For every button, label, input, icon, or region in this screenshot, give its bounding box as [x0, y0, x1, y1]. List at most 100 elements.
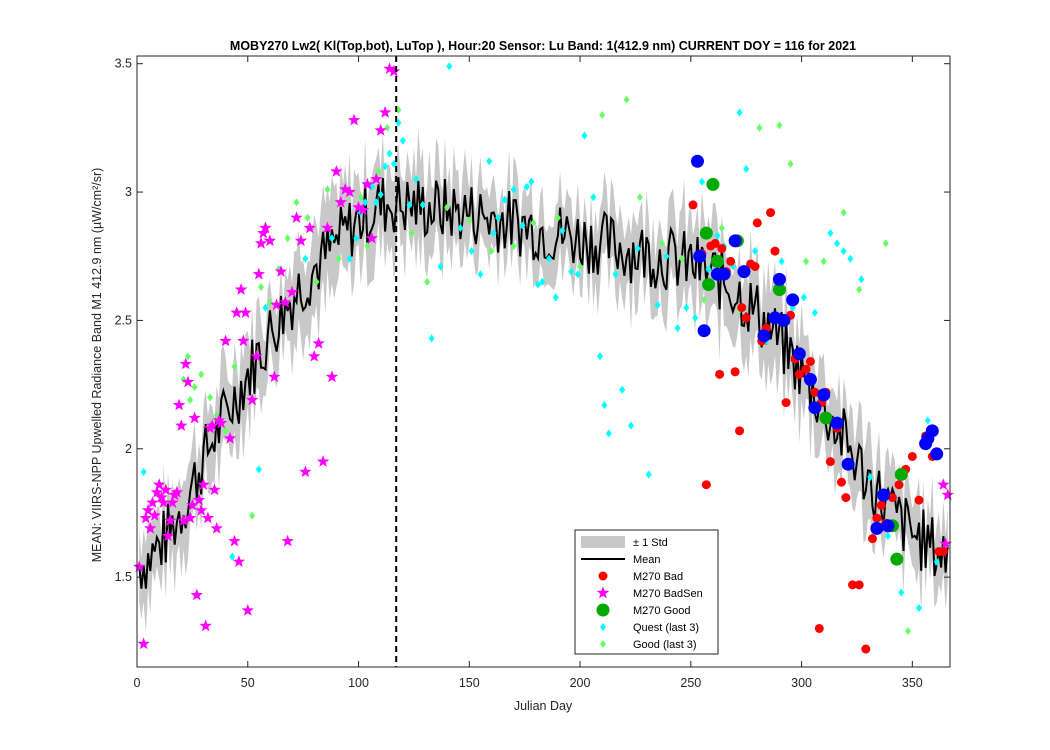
- data-point-circle-red: [825, 457, 835, 467]
- data-point-circle-red: [876, 500, 886, 510]
- data-point-diamond-cyan: [495, 213, 502, 222]
- data-point-star-magenta: [334, 195, 347, 208]
- data-point-star-magenta: [137, 637, 150, 650]
- data-point-diamond-green: [856, 285, 863, 294]
- data-point-star-magenta: [177, 514, 190, 526]
- series-star-magenta: [133, 62, 954, 650]
- legend-swatch-star-magenta: [596, 586, 610, 599]
- data-point-diamond-green: [364, 241, 371, 250]
- data-point-diamond-cyan: [605, 429, 612, 438]
- y-tick-label: 3.5: [115, 57, 132, 71]
- data-point-diamond-green: [184, 352, 191, 361]
- legend-label: Mean: [633, 554, 661, 566]
- legend-swatch-circle-green: [596, 603, 610, 617]
- data-point-star-magenta: [228, 534, 241, 547]
- data-point-star-magenta: [290, 211, 303, 223]
- data-point-diamond-cyan: [229, 552, 236, 561]
- data-point-star-magenta: [303, 221, 316, 234]
- data-point-circle-green: [772, 283, 786, 297]
- data-point-star-magenta: [241, 604, 254, 616]
- data-point-diamond-cyan: [568, 267, 575, 276]
- data-point-diamond-cyan: [373, 198, 380, 207]
- data-point-diamond-green: [530, 218, 537, 227]
- data-point-star-magenta: [370, 172, 383, 185]
- series-layer: [133, 62, 954, 654]
- legend-item: M270 Good: [596, 603, 690, 617]
- legend-items: ± 1 Std Mean M270 Bad M270 BadSen M270 Good Q…: [581, 536, 703, 651]
- data-point-diamond-green: [324, 185, 331, 194]
- data-point-diamond-green: [258, 283, 265, 292]
- data-point-circle-red: [801, 364, 811, 374]
- data-point-circle-blue: [717, 267, 731, 281]
- data-point-star-magenta: [378, 106, 392, 118]
- data-point-diamond-green: [357, 193, 364, 202]
- data-point-diamond-cyan: [362, 198, 369, 207]
- data-point-circle-blue: [792, 347, 806, 361]
- data-point-star-magenta: [270, 298, 283, 311]
- data-point-diamond-cyan: [884, 532, 891, 541]
- legend-item: M270 BadSen: [596, 586, 703, 600]
- data-point-diamond-cyan: [867, 473, 874, 482]
- data-point-star-magenta: [181, 375, 195, 388]
- data-point-diamond-green: [904, 627, 911, 636]
- data-point-star-magenta: [144, 521, 157, 534]
- data-point-diamond-cyan: [468, 247, 475, 256]
- data-point-star-magenta: [941, 488, 954, 501]
- data-point-diamond-cyan: [419, 200, 426, 209]
- legend: ± 1 Std Mean M270 Bad M270 BadSen M270 Good Q…: [574, 529, 719, 655]
- data-point-diamond-cyan: [486, 157, 493, 166]
- y-tick-label: 1.5: [115, 570, 132, 584]
- data-point-diamond-cyan: [346, 254, 353, 263]
- y-axis-label: MEAN: VIIRS-NPP Upwelled Radiance Band M…: [90, 168, 104, 563]
- data-point-diamond-cyan: [619, 385, 626, 394]
- data-point-diamond-green: [488, 247, 495, 256]
- data-point-diamond-cyan: [581, 131, 588, 140]
- data-point-circle-green: [819, 411, 833, 425]
- data-point-diamond-cyan: [612, 270, 619, 279]
- data-point-circle-red: [794, 369, 804, 379]
- data-point-diamond-cyan: [705, 265, 712, 274]
- data-point-circle-blue: [930, 447, 944, 461]
- data-point-star-magenta: [197, 478, 210, 490]
- data-point-diamond-cyan: [915, 603, 922, 612]
- data-point-star-magenta: [294, 234, 308, 247]
- data-point-star-magenta: [361, 177, 374, 190]
- data-point-diamond-cyan: [663, 252, 670, 261]
- data-point-star-magenta: [139, 511, 152, 524]
- data-point-diamond-cyan: [534, 280, 541, 289]
- data-point-diamond-cyan: [590, 193, 597, 202]
- data-point-diamond-green: [599, 111, 606, 120]
- data-point-circle-red: [872, 513, 882, 523]
- x-tick-label: 150: [459, 676, 480, 690]
- data-point-diamond-cyan: [840, 247, 847, 256]
- series-circle-red: [688, 200, 948, 654]
- data-point-diamond-green: [882, 239, 889, 248]
- data-point-diamond-green: [335, 254, 342, 263]
- data-point-star-magenta: [281, 534, 294, 547]
- data-point-diamond-cyan: [413, 175, 420, 184]
- data-point-star-magenta: [383, 62, 396, 75]
- data-point-star-magenta: [210, 521, 223, 534]
- data-point-star-magenta: [199, 619, 212, 632]
- legend-item: Good (last 3): [600, 639, 697, 651]
- data-point-star-magenta: [285, 285, 299, 298]
- data-point-diamond-cyan: [692, 313, 699, 322]
- data-point-circle-red: [848, 580, 858, 590]
- data-point-circle-blue: [737, 265, 751, 279]
- data-point-diamond-green: [191, 383, 198, 392]
- data-point-diamond-cyan: [552, 293, 559, 302]
- x-tick-label: 350: [902, 676, 923, 690]
- data-point-star-magenta: [316, 455, 330, 467]
- data-point-diamond-green: [554, 213, 561, 222]
- data-point-circle-red: [726, 256, 736, 266]
- x-tick-label: 50: [241, 676, 255, 690]
- series-circle-green: [699, 177, 908, 566]
- data-point-diamond-cyan: [736, 108, 743, 117]
- data-point-diamond-green: [756, 123, 763, 132]
- data-point-circle-red: [770, 246, 780, 256]
- data-point-circle-blue: [870, 521, 884, 535]
- x-tick-label: 250: [680, 676, 701, 690]
- data-point-diamond-cyan: [601, 401, 608, 410]
- data-point-diamond-cyan: [382, 162, 389, 171]
